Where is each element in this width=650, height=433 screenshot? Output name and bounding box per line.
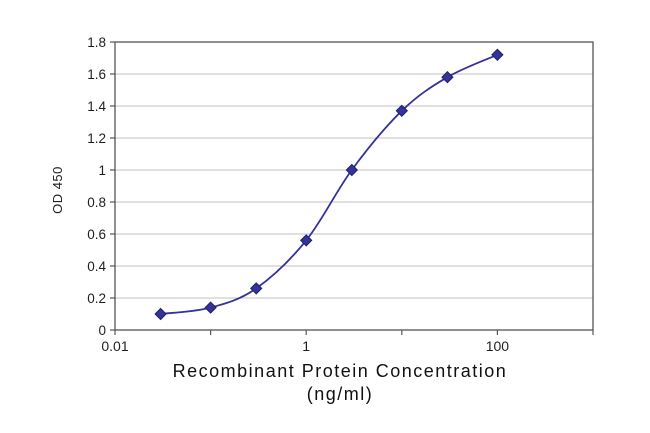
data-point-marker: [204, 301, 217, 314]
y-axis-label: OD 450: [50, 166, 65, 214]
y-tick-label: 1: [98, 163, 106, 178]
y-tick-label: 0.6: [87, 227, 106, 242]
y-tick-label: 1.6: [87, 67, 106, 82]
data-point-marker: [299, 234, 313, 247]
data-point-marker: [154, 307, 167, 321]
x-axis-label-line1: Recombinant Protein Concentration: [173, 361, 508, 381]
plot-border: [114, 41, 594, 331]
y-tick-label: 1.4: [87, 99, 106, 114]
y-tick-label: 0.2: [87, 291, 106, 306]
data-point-marker: [441, 70, 454, 84]
y-tick-label: 1.2: [87, 131, 106, 146]
x-axis-label-line2: (ng/ml): [307, 384, 374, 404]
y-tick-label: 0: [98, 323, 106, 338]
data-point-marker: [395, 104, 409, 118]
axis-tick-labels: 0 0.2 0.4 0.6 0.8 1 1.2 1.4 1.6 1.8 0.01 1 100: [87, 35, 509, 354]
series-line: [160, 53, 498, 315]
y-tick-label: 0.8: [87, 195, 106, 210]
data-point-marker: [250, 282, 263, 295]
x-tick-label: 0.01: [101, 338, 128, 354]
x-tick-label: 100: [486, 338, 510, 354]
y-tick-label: 0.4: [87, 259, 106, 274]
plot-area-border: [114, 41, 594, 331]
y-tick-label: 1.8: [87, 35, 106, 50]
data-series: [154, 48, 504, 321]
data-point-marker: [345, 163, 359, 177]
x-tick-label: 1: [302, 338, 310, 354]
axis-ticks: [110, 41, 594, 335]
data-point-marker: [491, 48, 504, 62]
